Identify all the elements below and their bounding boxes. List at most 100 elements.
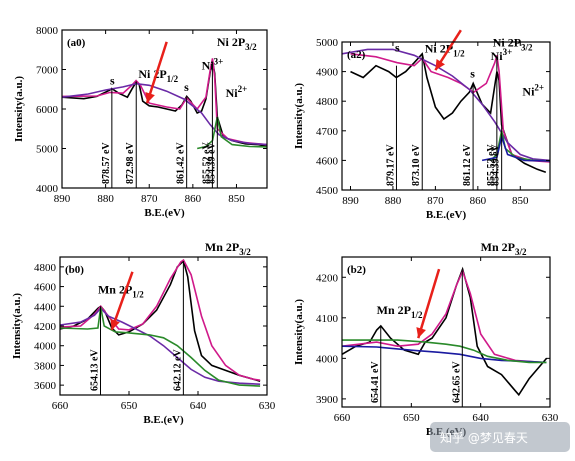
annotation-a2-5: Ni2+ (522, 82, 544, 98)
peak-label-a0-0: 878.57 eV (101, 142, 112, 184)
panel-label-b0: (b0) (65, 264, 84, 276)
y-tick-label-a2-1: 4600 (316, 155, 339, 167)
annotation-subscript: 3/2 (521, 42, 533, 52)
series-line-b0-2 (60, 307, 261, 385)
y-tick-label-b0-5: 4600 (34, 282, 57, 294)
red-arrowhead-b0 (110, 318, 120, 330)
annotation-a0-0: s (110, 74, 115, 88)
annotation-main: Ni (522, 84, 535, 98)
peak-label-b2-1: 642.65 eV (451, 361, 462, 403)
x-tick-label-a0-1: 880 (97, 193, 114, 205)
annotation-a0-1: Ni 2P1/2 (138, 67, 178, 84)
annotation-b2-1: Mn 2P3/2 (481, 240, 527, 257)
peak-label-a0-4: 854.39 eV (206, 142, 217, 184)
annotation-a2-0: s (395, 40, 400, 54)
annotation-superscript: 2+ (238, 84, 248, 94)
x-tick-label-a2-0: 890 (342, 195, 359, 207)
red-arrow-b0 (110, 271, 134, 331)
red-arrow-a0 (145, 41, 168, 104)
panel-label-a0: (a0) (67, 37, 86, 49)
y-tick-label-a0-0: 4000 (36, 183, 59, 195)
red-arrowhead-a0 (145, 92, 155, 104)
y-axis-title-b0: Intensity(a.u.) (11, 293, 23, 359)
annotation-main: Ni 2P (138, 67, 166, 81)
x-axis-title-a0: B.E.(eV) (144, 207, 185, 219)
y-tick-label-a0-1: 5000 (36, 144, 59, 156)
x-tick-label-a0-0: 890 (54, 193, 71, 205)
series-line-a2-4 (481, 133, 550, 162)
peak-label-b0-1: 642.12 eV (172, 349, 183, 391)
red-arrow-b2 (417, 268, 441, 339)
x-tick-label-b2-0: 660 (334, 412, 351, 424)
plot-frame-a2 (341, 41, 551, 191)
series-line-a2-1 (350, 53, 550, 163)
y-tick-label-b0-1: 3800 (34, 360, 57, 372)
y-tick-label-a0-2: 6000 (36, 104, 59, 116)
x-tick-label-b0-2: 640 (190, 400, 207, 412)
panel-a2: 879.17 eV 873.10 eV 861.12 eV 855.52 eV854.… (293, 29, 551, 221)
watermark-bg (430, 422, 570, 452)
panel-b0: 654.13 eV 642.12 eV Mn 2P 1/2 Mn 2P3/2 660 650… (11, 240, 276, 426)
peak-label-a2-4: 854.39 eV (491, 144, 502, 186)
peak-label-b0-0: 654.13 eV (90, 349, 101, 391)
annotation-subscript: 1/2 (453, 48, 465, 58)
annotation-subscript: 1/2 (132, 289, 144, 299)
y-tick-label-a2-2: 4700 (316, 126, 339, 138)
x-tick-label-a0-3: 860 (185, 193, 202, 205)
y-tick-label-b2-2: 4100 (316, 313, 339, 325)
y-tick-label-b0-4: 4400 (34, 301, 57, 313)
annotation-subscript: 3/2 (245, 42, 257, 52)
y-tick-label-b2-1: 4000 (316, 353, 339, 365)
y-tick-label-b2-0: 3900 (316, 394, 339, 406)
annotation-main: s (395, 40, 400, 54)
panel-a0: 878.57 eV 872.98 eV 861.42 eV 855.52 eV854.… (13, 25, 268, 219)
series-line-b2-3 (342, 339, 547, 364)
y-tick-label-a0-4: 8000 (36, 25, 59, 37)
peak-label-a2-1: 873.10 eV (411, 144, 422, 186)
series-line-a0-2 (62, 82, 267, 146)
peak-label-b2-0: 654.41 eV (370, 361, 381, 403)
watermark: 知乎 @梦见春天 (440, 431, 528, 445)
annotation-main: Mn 2P (205, 240, 239, 254)
annotation-a2-4: Ni3+ (491, 47, 513, 63)
annotation-superscript: 3+ (214, 57, 224, 67)
panel-label-a2: (a2) (347, 49, 366, 61)
y-tick-label-a2-3: 4800 (316, 96, 339, 108)
peak-label-a2-3: 855.52 eV (486, 144, 497, 186)
peak-label-a0-2: 861.42 eV (176, 142, 187, 184)
plot-frame-b2 (341, 256, 551, 408)
x-tick-label-a2-1: 880 (385, 195, 402, 207)
peak-label-a2-0: 879.17 eV (385, 144, 396, 186)
x-tick-label-a2-3: 860 (470, 195, 487, 207)
annotation-main: s (110, 74, 115, 88)
red-arrowhead-a2 (435, 58, 445, 71)
series-line-b0-3 (60, 307, 261, 387)
y-tick-label-a2-4: 4900 (316, 67, 339, 79)
annotation-main: Ni (491, 49, 504, 63)
annotation-main: Ni (202, 59, 215, 73)
annotation-main: Mn 2P (377, 303, 411, 317)
annotation-a0-2: s (184, 80, 189, 94)
y-axis-title-b2: Intensity(a.u.) (293, 299, 305, 365)
annotation-main: s (470, 67, 475, 81)
series-line-b2-1 (342, 269, 544, 364)
annotation-subscript: 1/2 (167, 74, 179, 84)
annotation-a0-4: Ni3+ (202, 57, 224, 73)
annotation-b0-1: Mn 2P3/2 (205, 240, 251, 257)
annotation-superscript: 3+ (503, 47, 513, 57)
annotation-main: Ni 2P (217, 35, 245, 49)
x-tick-label-b2-1: 650 (403, 412, 420, 424)
x-tick-label-b2-3: 630 (542, 412, 559, 424)
y-tick-label-a0-3: 7000 (36, 65, 59, 77)
series-line-a0-3 (197, 116, 267, 150)
y-axis-title-a0: Intensity(a.u.) (13, 76, 25, 142)
y-tick-label-a2-5: 5000 (316, 37, 339, 49)
y-tick-label-b2-3: 4200 (316, 272, 339, 284)
x-tick-label-a2-4: 850 (512, 195, 529, 207)
y-tick-label-b0-3: 4200 (34, 321, 57, 333)
y-axis-title-a2: Intensity(a.u.) (293, 83, 305, 149)
annotation-superscript: 2+ (534, 82, 544, 92)
red-arrowhead-b2 (416, 327, 426, 339)
